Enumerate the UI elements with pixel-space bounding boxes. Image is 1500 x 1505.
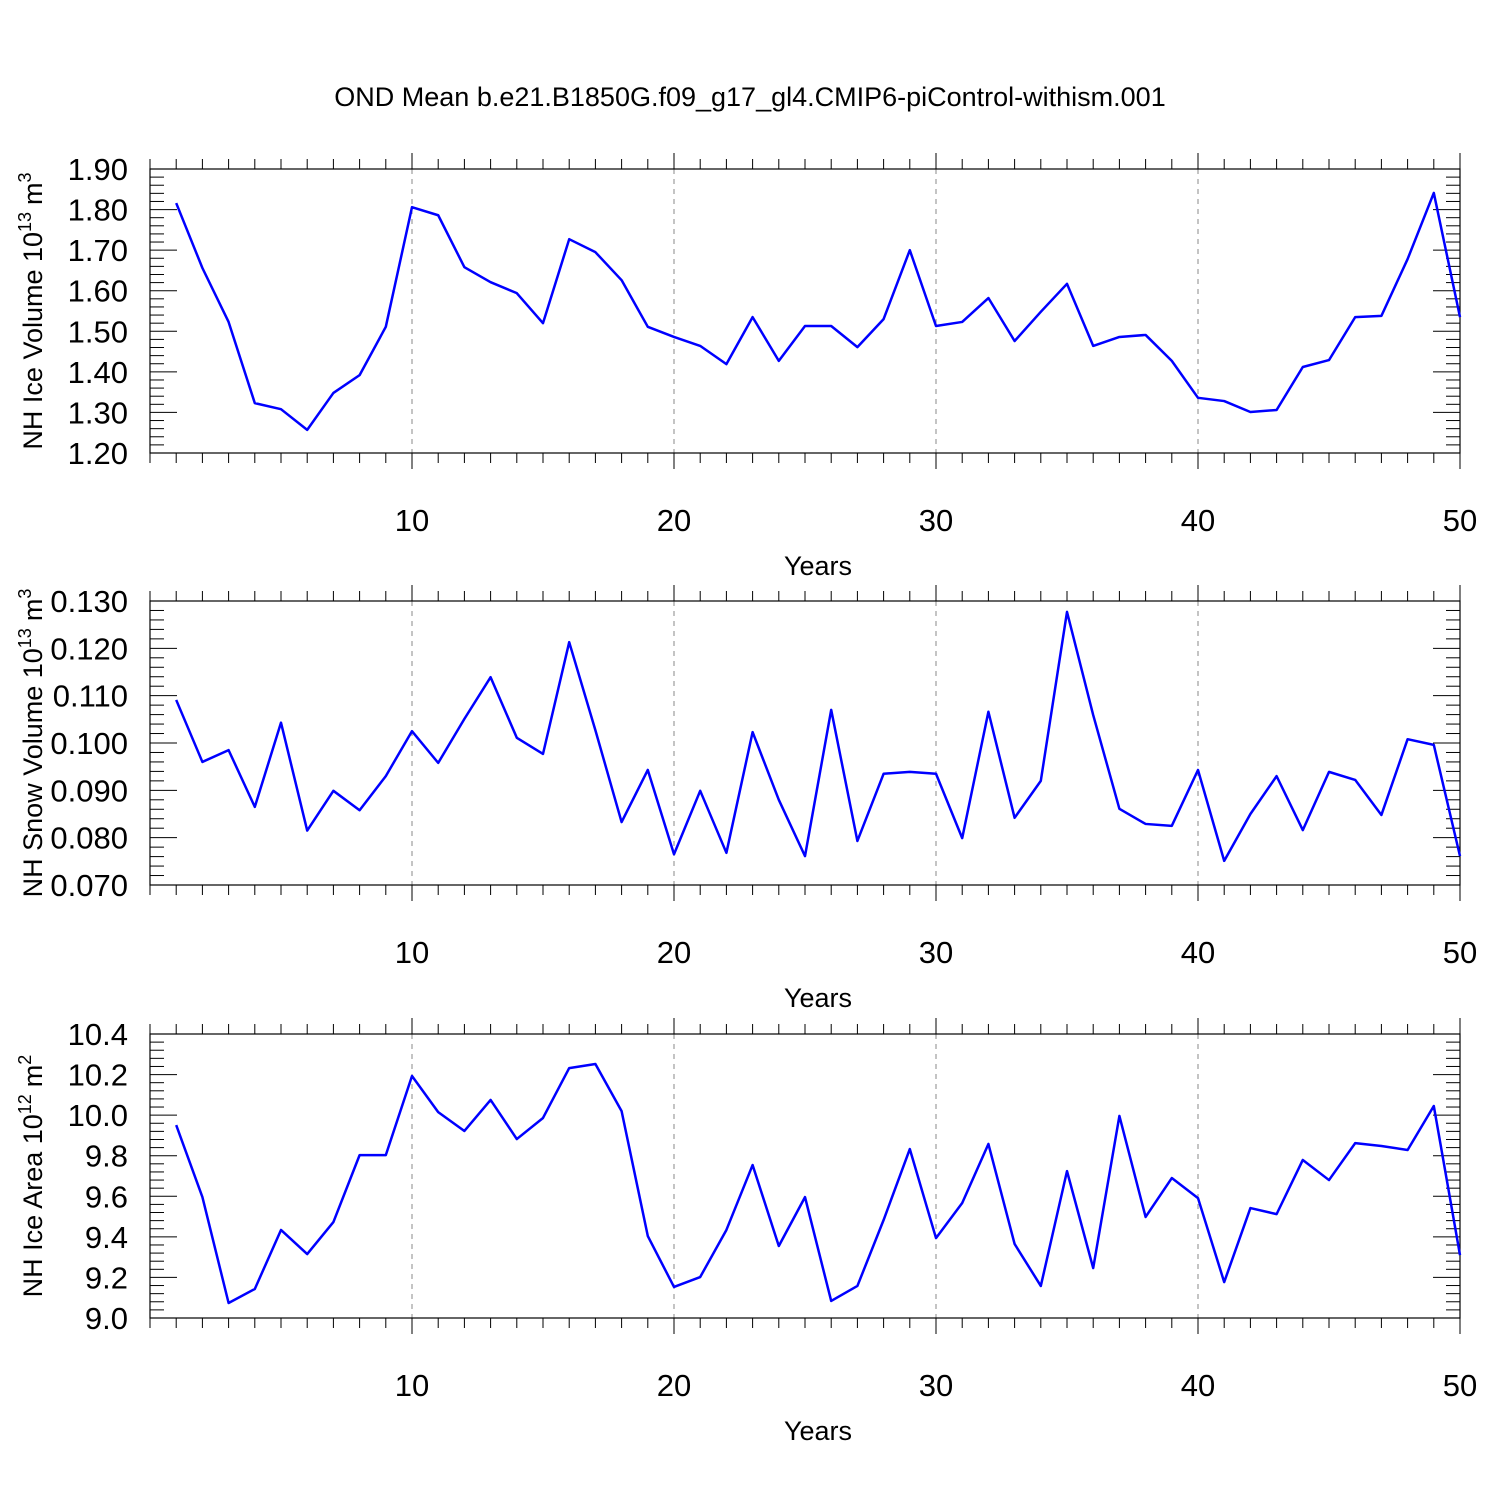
x-tick-label: 50 <box>1443 935 1477 970</box>
y-tick-label: 1.80 <box>68 193 128 228</box>
y-label-unit: m <box>18 1065 48 1088</box>
y-label-unit: m <box>18 599 48 622</box>
y-label-exponent: 13 <box>15 212 35 232</box>
panel: 10 20 30 40 50 1.20 1.30 1.40 1.50 1.60 1.70 1.80 1.… <box>15 152 1477 581</box>
panel: 10 20 30 40 50 0.070 0.080 0.090 0.100 0.110 0.120… <box>15 584 1477 1013</box>
plot-frame <box>149 168 1461 454</box>
y-tick-label: 10.0 <box>68 1098 128 1133</box>
y-tick-label: 1.70 <box>68 233 128 268</box>
y-tick-label: 1.30 <box>68 395 128 430</box>
x-tick-label: 10 <box>395 503 429 538</box>
y-tick-label: 0.080 <box>50 821 128 856</box>
plot-frame <box>149 600 1461 886</box>
x-axis-label: Years <box>784 551 852 581</box>
y-tick-label: 0.130 <box>50 584 128 619</box>
y-tick-label: 9.4 <box>85 1220 128 1255</box>
panel: 10 20 30 40 50 9.0 9.2 9.4 9.6 9.8 10.0 10.2 10.4 Yea… <box>15 1017 1477 1446</box>
y-tick-label: 0.090 <box>50 773 128 808</box>
y-label-text: NH Ice Area 10 <box>18 1114 48 1297</box>
x-axis-label: Years <box>784 1416 852 1446</box>
y-axis-label: NH Snow Volume 1013 m3 <box>15 589 48 898</box>
x-tick-label: 50 <box>1443 1368 1477 1403</box>
y-tick-label: 1.60 <box>68 274 128 309</box>
x-tick-label: 30 <box>919 1368 953 1403</box>
y-tick-label: 9.0 <box>85 1301 128 1336</box>
x-tick-label: 40 <box>1181 1368 1215 1403</box>
y-label-text: NH Snow Volume 10 <box>18 648 48 897</box>
x-tick-label: 40 <box>1181 503 1215 538</box>
y-tick-label: 9.2 <box>85 1260 128 1295</box>
y-label-text: NH Ice Volume 10 <box>18 232 48 450</box>
x-axis-label: Years <box>784 983 852 1013</box>
y-tick-label: 0.100 <box>50 726 128 761</box>
x-tick-label: 20 <box>657 503 691 538</box>
y-label-unit: m <box>18 182 48 205</box>
y-tick-label: 0.070 <box>50 868 128 903</box>
y-tick-label: 10.4 <box>68 1017 128 1052</box>
x-tick-label: 20 <box>657 1368 691 1403</box>
plot-frame <box>149 1033 1461 1319</box>
y-tick-label: 10.2 <box>68 1058 128 1093</box>
x-tick-label: 50 <box>1443 503 1477 538</box>
x-tick-label: 20 <box>657 935 691 970</box>
y-tick-label: 0.110 <box>53 679 128 714</box>
y-axis-label: NH Ice Area 1012 m2 <box>15 1055 48 1298</box>
x-tick-label: 30 <box>919 503 953 538</box>
y-axis-label: NH Ice Volume 1013 m3 <box>15 172 48 449</box>
x-tick-label: 10 <box>395 935 429 970</box>
data-line <box>175 610 1462 863</box>
data-line <box>175 1062 1462 1305</box>
y-label-exponent: 12 <box>15 1094 35 1114</box>
y-label-exponent: 13 <box>15 628 35 648</box>
x-tick-label: 40 <box>1181 935 1215 970</box>
y-tick-label: 1.20 <box>68 436 128 471</box>
x-tick-label: 10 <box>395 1368 429 1403</box>
data-line <box>175 191 1462 432</box>
x-tick-label: 30 <box>919 935 953 970</box>
y-tick-label: 9.6 <box>85 1179 128 1214</box>
y-tick-label: 1.90 <box>68 152 128 187</box>
y-tick-label: 0.120 <box>50 631 128 666</box>
y-label-unit-exponent: 2 <box>15 1055 35 1065</box>
y-tick-label: 9.8 <box>85 1139 128 1174</box>
y-label-unit-exponent: 3 <box>15 172 35 182</box>
y-tick-label: 1.40 <box>68 355 128 390</box>
figure-title: OND Mean b.e21.B1850G.f09_g17_gl4.CMIP6-… <box>334 82 1165 112</box>
y-label-unit-exponent: 3 <box>15 589 35 599</box>
y-tick-label: 1.50 <box>68 314 128 349</box>
